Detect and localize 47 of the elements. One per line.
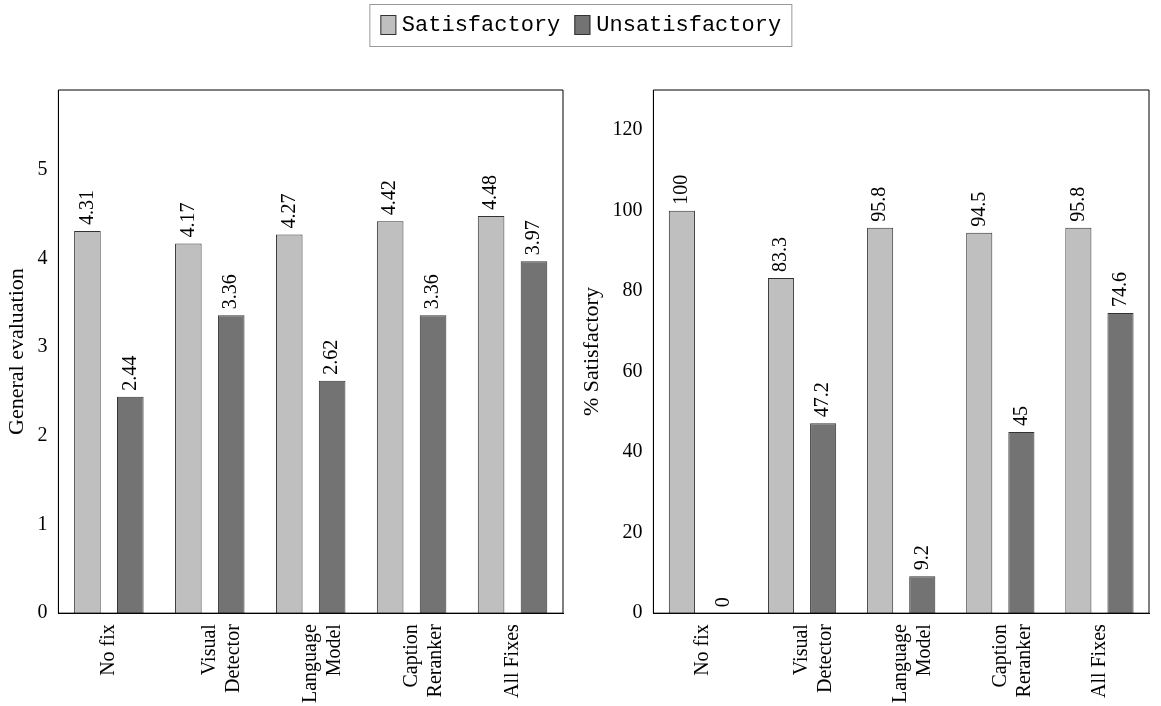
data-label: 83.3 (768, 236, 791, 272)
x-tick-label: Caption Reranker (398, 623, 445, 698)
y-tick-label: 80 (622, 278, 643, 301)
data-label: 3.97 (521, 220, 544, 256)
y-tick-label: 120 (612, 117, 643, 140)
data-label: 2.44 (117, 355, 140, 391)
data-label: 0 (711, 597, 734, 608)
y-tick-label: 5 (37, 157, 48, 180)
data-label: 100 (669, 174, 692, 205)
data-label: 4.17 (175, 202, 198, 238)
y-tick-label: 20 (622, 519, 643, 542)
data-label: 95.8 (1065, 186, 1088, 222)
data-label: 4.42 (377, 180, 400, 216)
data-label: 94.5 (966, 191, 989, 227)
y-axis-title: % Satisfactory (577, 287, 603, 417)
data-label: 2.62 (319, 339, 342, 375)
data-label: 4.48 (478, 174, 501, 210)
data-label: 4.27 (276, 193, 299, 229)
y-tick-label: 1 (37, 511, 48, 534)
x-tick-label: Visual Detector (789, 623, 836, 694)
y-axis-title: General evaluation (2, 268, 28, 435)
data-label: 45 (1008, 406, 1031, 427)
data-label: 95.8 (867, 186, 890, 222)
x-tick-label: No fix (96, 624, 119, 676)
y-tick-label: 2 (37, 423, 48, 446)
y-tick-label: 3 (37, 334, 48, 357)
x-tick-label: No fix (690, 624, 713, 676)
data-label: 47.2 (810, 382, 833, 418)
x-tick-label: Language Model (888, 623, 935, 704)
data-label: 4.31 (74, 189, 97, 225)
data-label: 74.6 (1107, 271, 1130, 307)
x-tick-label: All Fixes (499, 623, 522, 699)
x-tick-label: Caption Reranker (987, 623, 1034, 698)
y-tick-label: 100 (612, 197, 643, 220)
data-label: 3.36 (218, 274, 241, 310)
x-tick-label: Visual Detector (197, 623, 244, 694)
y-tick-label: 60 (622, 358, 643, 381)
y-tick-label: 0 (37, 600, 48, 623)
legend-label: Satisfactory (400, 13, 561, 38)
x-tick-label: Language Model (297, 623, 344, 704)
y-tick-label: 40 (622, 439, 643, 462)
y-tick-label: 0 (632, 600, 643, 623)
data-label: 9.2 (909, 545, 932, 571)
legend-label: Unsatisfactory (595, 13, 782, 38)
x-tick-label: All Fixes (1086, 623, 1109, 699)
y-tick-label: 4 (37, 245, 48, 268)
data-label: 3.36 (420, 274, 443, 310)
